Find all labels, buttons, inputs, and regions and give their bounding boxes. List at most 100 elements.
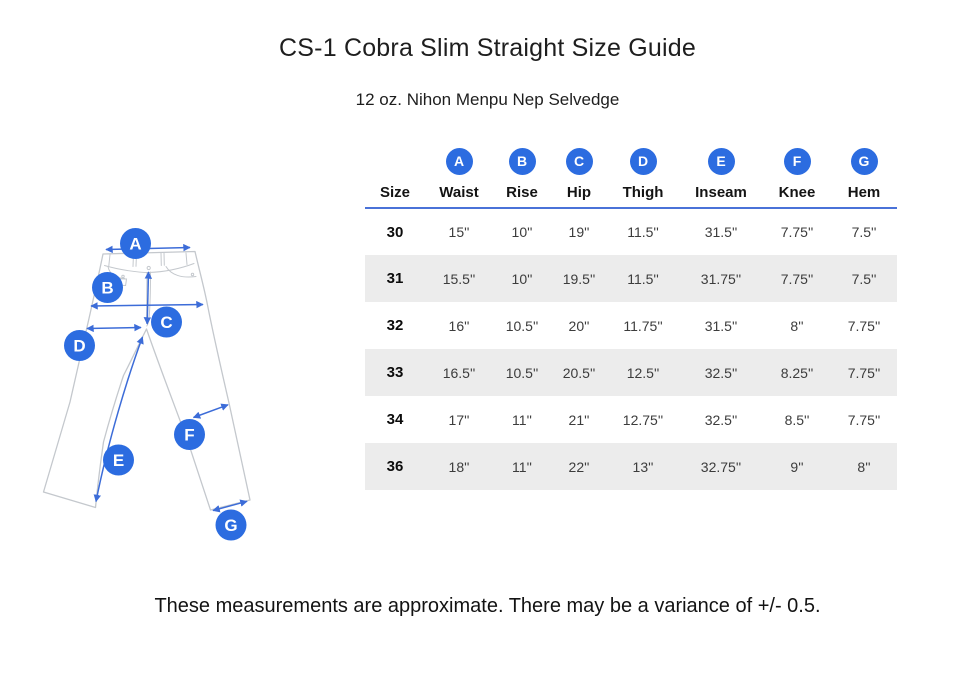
diagram-marker-a: A xyxy=(120,228,151,259)
column-label: Hem xyxy=(847,184,881,201)
size-row-31: 31 15.5'' 10'' 19.5'' 11.5'' 31.75'' 7.75'' 7.5… xyxy=(365,255,897,302)
measurement-cell: 32.75'' xyxy=(700,458,742,475)
hip-arrow xyxy=(90,300,204,310)
column-header-waist: A Waist xyxy=(425,148,493,209)
measurement-cell: 11.75'' xyxy=(623,317,663,334)
column-header-thigh: D Thigh xyxy=(607,148,679,209)
table-header-row: Size A Waist B Rise C Hip D Thigh E Inseam F Knee G He… xyxy=(365,148,897,209)
size-table-container: Size A Waist B Rise C Hip D Thigh E Inseam F Knee G He… xyxy=(365,148,897,490)
measurement-cell: 20'' xyxy=(568,317,590,334)
measurement-cell: 10.5'' xyxy=(505,317,539,334)
badge-b: B xyxy=(508,148,536,175)
measurement-cell: 22'' xyxy=(568,458,590,475)
measurement-cell: 12.75'' xyxy=(622,411,664,428)
jeans-outline xyxy=(42,250,251,511)
size-value: 34 xyxy=(386,411,404,428)
measurement-cell: 20.5'' xyxy=(562,364,596,381)
measurement-cell: 32.5'' xyxy=(704,364,738,381)
measurement-cell: 10.5'' xyxy=(505,364,539,381)
measurement-cell: 16.5'' xyxy=(442,364,476,381)
measurement-cell: 8.5'' xyxy=(784,411,810,428)
column-label: Waist xyxy=(439,184,479,201)
measurement-cell: 10'' xyxy=(511,224,533,240)
page-subtitle: 12 oz. Nihon Menpu Nep Selvedge xyxy=(355,90,620,109)
measurement-cell: 7.75'' xyxy=(847,364,881,381)
badge-d: D xyxy=(629,148,657,175)
diagram-marker-c: C xyxy=(151,306,182,338)
measurement-cell: 7.75'' xyxy=(780,270,814,287)
size-value: 30 xyxy=(386,223,404,241)
jeans-measurement-diagram: A B C D E F G xyxy=(20,215,300,545)
column-header-rise: B Rise xyxy=(493,148,551,209)
measurement-cell: 8'' xyxy=(857,458,871,475)
measurement-cell: 7.75'' xyxy=(780,224,814,240)
measurement-cell: 10'' xyxy=(511,270,533,287)
measurement-cell: 15.5'' xyxy=(442,270,476,287)
size-value: 32 xyxy=(386,317,404,334)
marker-letter-d: D xyxy=(73,337,85,356)
rise-arrow xyxy=(143,271,153,325)
column-label: Thigh xyxy=(622,184,664,201)
marker-letter-f: F xyxy=(184,426,194,445)
badge-e: E xyxy=(707,148,735,175)
column-label: Size xyxy=(379,184,410,201)
measurement-cell: 11.5'' xyxy=(627,270,659,287)
page-title: CS-1 Cobra Slim Straight Size Guide xyxy=(279,34,696,62)
measurement-cell: 9'' xyxy=(790,458,804,475)
measurement-cell: 11'' xyxy=(512,458,532,475)
marker-letter-c: C xyxy=(160,313,172,332)
measurement-arrows xyxy=(86,243,248,513)
diagram-marker-d: D xyxy=(64,330,95,361)
measurement-cell: 7.5'' xyxy=(851,270,877,287)
diagram-marker-f: F xyxy=(174,419,205,450)
measurement-cell: 13'' xyxy=(632,458,654,475)
badge-f: F xyxy=(783,148,811,175)
measurement-cell: 11.5'' xyxy=(627,224,659,240)
right-pocket-curve xyxy=(165,266,197,278)
column-header-size: Size xyxy=(365,148,425,209)
size-row-34: 34 17'' 11'' 21'' 12.75'' 32.5'' 8.5'' 7.75'' xyxy=(365,396,897,443)
marker-letter-e: E xyxy=(113,451,124,470)
size-row-30: 30 15'' 10'' 19'' 11.5'' 31.5'' 7.75'' 7.5'' xyxy=(365,208,897,255)
footnote: These measurements are approximate. Ther… xyxy=(154,595,821,617)
measurement-cell: 7.5'' xyxy=(851,224,877,240)
measurement-cell: 21'' xyxy=(568,411,590,428)
measurement-cell: 7.75'' xyxy=(847,317,881,334)
waist-button xyxy=(146,265,151,271)
measurement-cell: 7.75'' xyxy=(847,411,881,428)
size-value: 33 xyxy=(386,364,404,381)
diagram-marker-g: G xyxy=(215,509,247,541)
size-table: Size A Waist B Rise C Hip D Thigh E Inseam F Knee G He… xyxy=(365,148,897,490)
column-header-hem: G Hem xyxy=(831,148,897,209)
measurement-cell: 8'' xyxy=(790,317,804,334)
inseam-arrow xyxy=(93,336,144,503)
thigh-arrow xyxy=(86,323,142,333)
column-header-hip: C Hip xyxy=(551,148,607,209)
measurement-cell: 15'' xyxy=(448,224,470,240)
column-label: Hip xyxy=(566,184,592,201)
column-label: Inseam xyxy=(695,184,747,201)
knee-arrow xyxy=(192,403,229,419)
size-row-32: 32 16'' 10.5'' 20'' 11.75'' 31.5'' 8'' 7.75'' xyxy=(365,302,897,349)
measurement-cell: 8.25'' xyxy=(780,364,814,381)
measurement-cell: 18'' xyxy=(448,458,470,475)
column-label: Rise xyxy=(506,184,538,201)
size-row-36: 36 18'' 11'' 22'' 13'' 32.75'' 9'' 8'' xyxy=(365,443,897,490)
column-label: Knee xyxy=(778,184,816,201)
measurement-cell: 31.5'' xyxy=(704,317,738,334)
measurement-cell: 31.5'' xyxy=(704,224,738,240)
diagram-marker-e: E xyxy=(103,444,134,476)
column-header-inseam: E Inseam xyxy=(679,148,763,209)
measurement-cell: 19.5'' xyxy=(562,270,596,287)
measurement-cell: 16'' xyxy=(448,317,470,334)
badge-g: G xyxy=(850,148,878,175)
jeans-diagram-svg: A B C D E F G xyxy=(42,228,251,541)
marker-letter-b: B xyxy=(101,279,113,298)
diagram-marker-b: B xyxy=(92,272,123,303)
measurement-cell: 12.5'' xyxy=(626,364,660,381)
measurement-cell: 11'' xyxy=(512,411,532,428)
size-row-33: 33 16.5'' 10.5'' 20.5'' 12.5'' 32.5'' 8.25'' 7.… xyxy=(365,349,897,396)
hem-arrow xyxy=(212,499,248,513)
measurement-cell: 19'' xyxy=(568,224,590,240)
measurement-cell: 17'' xyxy=(448,411,470,428)
